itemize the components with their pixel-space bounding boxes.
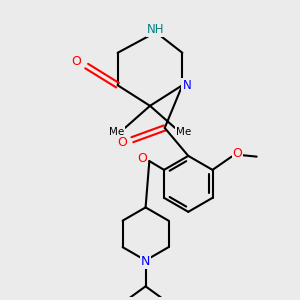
Text: O: O bbox=[232, 147, 242, 160]
Text: N: N bbox=[182, 79, 191, 92]
Text: Me: Me bbox=[109, 127, 124, 137]
Text: O: O bbox=[137, 152, 147, 165]
Text: Me: Me bbox=[176, 127, 191, 137]
Text: O: O bbox=[71, 55, 81, 68]
Text: N: N bbox=[141, 255, 150, 268]
Text: NH: NH bbox=[147, 23, 165, 36]
Text: O: O bbox=[117, 136, 127, 149]
